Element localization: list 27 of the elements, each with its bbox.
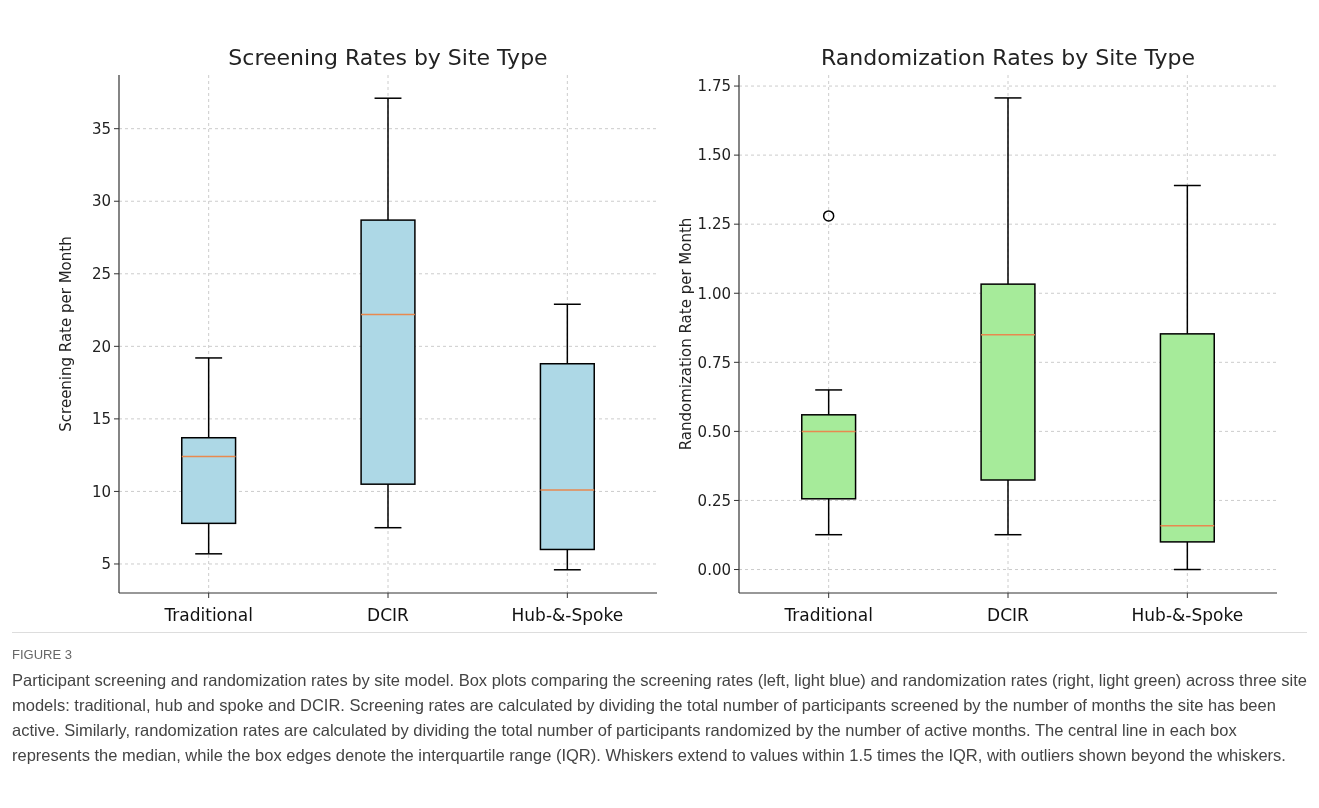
y-axis-title: Randomization Rate per Month [677,217,695,451]
y-tick-label: 20 [91,337,111,356]
x-tick-label: Hub-&-Spoke [511,605,624,625]
y-tick-label: 0.00 [697,560,731,579]
x-tick-label: DCIR [987,605,1030,625]
x-tick-label: Traditional [163,605,253,625]
caption: FIGURE 3 [12,647,73,662]
y-tick-label: 15 [91,410,111,429]
chart-title: Screening Rates by Site Type [228,45,548,70]
y-tick-label: 10 [91,482,111,501]
x-tick-label: Traditional [783,605,873,625]
text: Participant screening and randomization rates by site model. Box plots comparing the screening rates (left, light blue) and randomization rates (right, light green) across three site models: traditional, hub and spoke and DCIR. Screening rates are calculated by dividing the total number of participants screened by the number of months the site has been active. Similarly, randomization rates are calculated by dividing the total number of participants randomized by the number of active months. The central line in each box represents the median, while the box edges denote the interquartile range (IQR). Whiskers extend to values within 1.5 times the IQR, with outliers shown beyond the whiskers. [12,670,1307,766]
y-tick-label: 35 [91,119,111,138]
chart-title: Randomization Rates by Site Type [821,45,1195,70]
y-tick-label: 1.00 [697,284,731,303]
y-tick-label: 1.75 [697,77,731,96]
y-tick-label: 1.50 [697,146,731,165]
y-tick-label: 30 [91,192,111,211]
y-axis-title: Screening Rate per Month [57,236,75,432]
x-tick-label: Hub-&-Spoke [1131,605,1244,625]
y-tick-label: 0.50 [697,422,731,441]
y-tick-label: 1.25 [697,215,731,234]
y-tick-label: 25 [91,265,111,284]
y-tick-label: 0.25 [697,491,731,510]
x-tick-label: DCIR [367,605,410,625]
y-tick-label: 5 [101,555,111,574]
y-tick-label: 0.75 [697,353,731,372]
